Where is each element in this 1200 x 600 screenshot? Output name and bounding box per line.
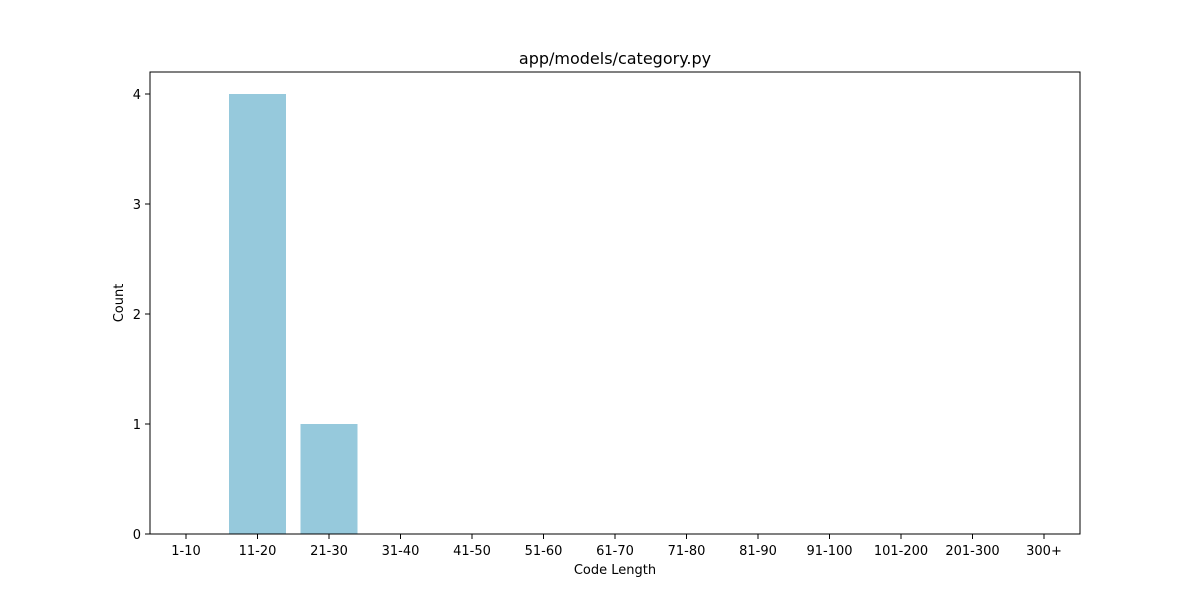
bar-11-20	[229, 94, 286, 534]
x-tick-label: 41-50	[453, 544, 491, 559]
x-tick-label: 11-20	[239, 544, 277, 559]
bars-group	[229, 94, 358, 534]
x-tick-label: 91-100	[806, 544, 852, 559]
x-axis-ticks: 1-10 11-20 21-30 31-40 41-50 51-60 61-70 71-80 8…	[171, 534, 1062, 559]
x-tick-label: 1-10	[171, 544, 201, 559]
x-tick-label: 101-200	[874, 544, 928, 559]
x-tick-label: 300+	[1026, 544, 1062, 559]
y-tick-label: 3	[133, 198, 141, 213]
x-tick-label: 61-70	[596, 544, 634, 559]
x-tick-label: 51-60	[525, 544, 563, 559]
chart-title: app/models/category.py	[519, 49, 711, 68]
plot-frame	[149, 71, 1081, 535]
x-tick-label: 71-80	[668, 544, 706, 559]
y-tick-label: 4	[133, 88, 141, 103]
x-axis-label: Code Length	[574, 563, 656, 578]
y-axis-label: Count	[112, 284, 127, 323]
x-tick-label: 201-300	[945, 544, 999, 559]
y-tick-label: 0	[133, 528, 141, 543]
x-tick-label: 21-30	[310, 544, 348, 559]
x-tick-label: 81-90	[739, 544, 777, 559]
bar-21-30	[300, 424, 358, 534]
y-axis-ticks: 0 1 2 3 4	[133, 88, 150, 543]
y-tick-label: 1	[133, 418, 141, 433]
x-tick-label: 31-40	[382, 544, 420, 559]
y-tick-label: 2	[133, 308, 141, 323]
